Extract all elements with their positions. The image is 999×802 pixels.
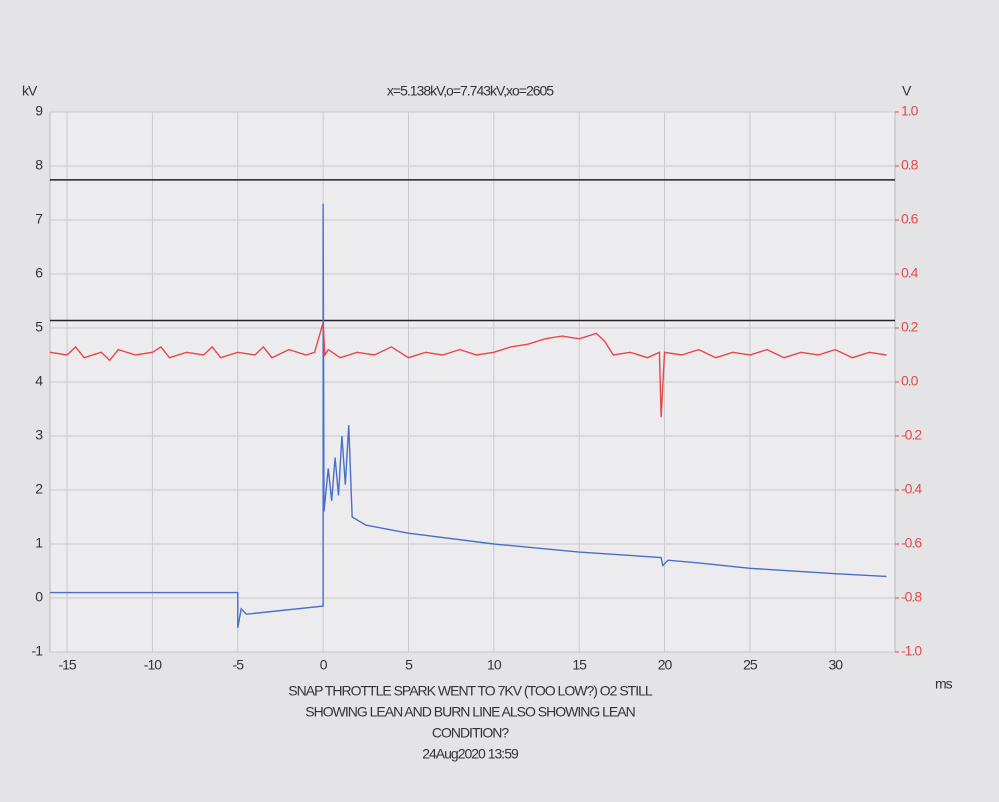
y-tick-label: 5 — [35, 319, 43, 335]
x-tick-label: -10 — [144, 657, 162, 673]
x-tick-label: 5 — [405, 657, 413, 673]
y-tick-label: 9 — [35, 103, 43, 119]
data-line — [50, 203, 887, 628]
y-tick-label: 6 — [35, 265, 43, 281]
y-tick-label: 2 — [35, 481, 43, 497]
y-axis-label: kV — [22, 83, 38, 99]
y2-tick-label: 0.6 — [901, 211, 919, 227]
y-tick-label: 8 — [35, 157, 43, 173]
y-tick-label: 3 — [35, 427, 43, 443]
y2-tick-label: -0.2 — [901, 427, 922, 443]
x-tick-label: 30 — [828, 657, 843, 673]
y2-tick-label: -0.6 — [901, 535, 922, 551]
y2-tick-label: 0.4 — [901, 265, 919, 281]
x-tick-label: 10 — [487, 657, 502, 673]
data-line — [49, 322, 887, 418]
y2-tick-label: 0.0 — [901, 373, 919, 389]
y-tick-label: 4 — [35, 373, 43, 389]
caption-line: CONDITION? — [432, 725, 510, 741]
x-tick-label: 25 — [743, 657, 758, 673]
chart-title: x=5.138kV,o=7.743kV,xo=2605 — [387, 83, 554, 99]
caption-line: 24Aug2020 13:59 — [422, 746, 519, 762]
y2-axis-label: V — [902, 83, 912, 99]
x-tick-label: 0 — [320, 657, 328, 673]
y2-tick-label: 0.8 — [901, 157, 919, 173]
x-tick-label: -15 — [58, 657, 76, 673]
y-tick-label: 7 — [35, 211, 43, 227]
y2-tick-label: -1.0 — [901, 643, 922, 659]
x-tick-label: -5 — [233, 657, 245, 673]
y2-tick-label: -0.4 — [901, 481, 922, 497]
y-tick-label: 0 — [35, 589, 43, 605]
x-tick-label: 15 — [572, 657, 587, 673]
caption-line: SNAP THROTTLE SPARK WENT TO 7KV (TOO LOW… — [288, 683, 653, 699]
y2-tick-label: 1.0 — [901, 103, 919, 119]
caption-line: SHOWING LEAN AND BURN LINE ALSO SHOWING … — [305, 704, 634, 720]
y-tick-label: -1 — [32, 643, 44, 659]
y-tick-label: 1 — [35, 535, 43, 551]
x-tick-label: 20 — [658, 657, 673, 673]
y2-tick-label: 0.2 — [901, 319, 919, 335]
x-axis-label: ms — [935, 676, 953, 692]
y2-tick-label: -0.8 — [901, 589, 922, 605]
